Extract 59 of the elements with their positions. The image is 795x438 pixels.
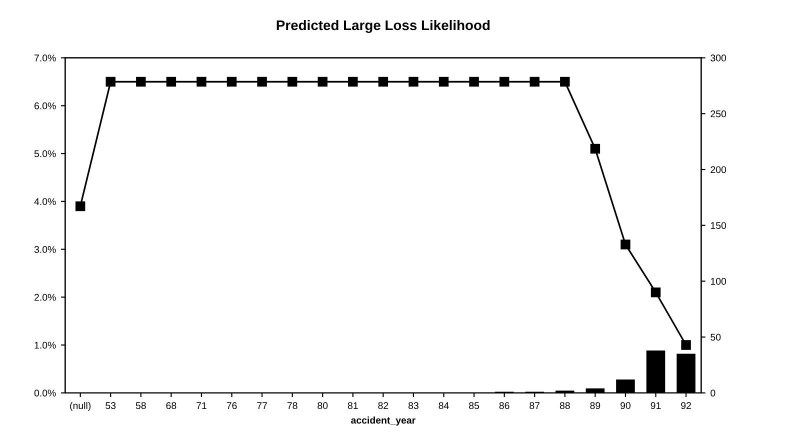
y-tick-label: 7.0% bbox=[34, 54, 56, 62]
x-tick-label: 90 bbox=[620, 402, 631, 410]
y2-tick-label: 150 bbox=[710, 222, 726, 229]
y-tick-label: 4.0% bbox=[34, 198, 56, 206]
point bbox=[378, 76, 388, 87]
point bbox=[560, 76, 570, 87]
x-tick-label: 78 bbox=[287, 402, 298, 410]
chart-title: Predicted Large Loss Likelihood bbox=[276, 20, 490, 33]
y-tick-label: 1.0% bbox=[34, 342, 56, 349]
x-tick-label: 80 bbox=[318, 402, 328, 410]
point bbox=[196, 76, 206, 87]
x-tick-label: 82 bbox=[378, 402, 388, 410]
point bbox=[348, 76, 358, 87]
point bbox=[166, 76, 176, 87]
x-tick-label: 77 bbox=[257, 402, 267, 409]
y-tick-label: 2.0% bbox=[34, 294, 56, 301]
x-axis-title: accident_year bbox=[351, 416, 416, 426]
y2-tick-label: 200 bbox=[710, 166, 726, 174]
point bbox=[469, 76, 479, 87]
point bbox=[287, 76, 298, 87]
point bbox=[318, 76, 328, 87]
point bbox=[681, 340, 691, 350]
point bbox=[650, 288, 661, 298]
x-tick-label: 68 bbox=[166, 402, 176, 410]
point bbox=[590, 144, 600, 154]
point bbox=[257, 76, 267, 87]
x-tick-label: 85 bbox=[469, 402, 480, 410]
x-tick-label: 87 bbox=[530, 402, 540, 410]
y-tick-label: 6.0% bbox=[34, 102, 56, 110]
y2-tick-label: 300 bbox=[710, 54, 726, 62]
x-tick-label: 88 bbox=[560, 402, 570, 410]
point bbox=[620, 240, 630, 250]
y2-tick-label: 50 bbox=[710, 334, 721, 341]
y2-tick-label: 0 bbox=[710, 390, 716, 397]
y-tick-label: 0.0% bbox=[34, 390, 56, 397]
y-tick-label: 3.0% bbox=[34, 246, 56, 253]
y2-tick-label: 250 bbox=[710, 110, 726, 118]
point bbox=[75, 201, 86, 212]
x-tick-label: 53 bbox=[106, 402, 116, 410]
x-tick-label: 71 bbox=[196, 402, 206, 409]
x-tick-label: 81 bbox=[348, 402, 358, 410]
x-tick-label: 58 bbox=[136, 402, 146, 410]
x-tick-label: 92 bbox=[681, 402, 691, 410]
x-tick-label: 76 bbox=[226, 402, 237, 410]
point bbox=[226, 76, 237, 87]
x-tick-label: 83 bbox=[408, 402, 418, 410]
point bbox=[106, 76, 116, 87]
y2-tick-label: 100 bbox=[710, 278, 726, 285]
x-tick-label: 89 bbox=[590, 402, 600, 410]
point bbox=[408, 76, 418, 87]
x-tick-label: 86 bbox=[499, 402, 510, 410]
x-tick-label: (null) bbox=[70, 402, 91, 411]
y-tick-label: 5.0% bbox=[34, 150, 56, 158]
x-tick-label: 84 bbox=[438, 402, 449, 410]
point bbox=[530, 76, 540, 87]
point bbox=[438, 76, 449, 87]
point bbox=[499, 76, 510, 87]
x-tick-label: 91 bbox=[650, 402, 661, 410]
point bbox=[136, 76, 146, 87]
